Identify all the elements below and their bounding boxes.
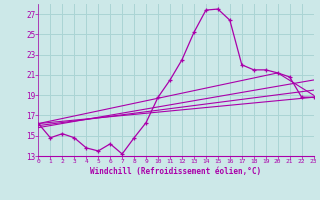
X-axis label: Windchill (Refroidissement éolien,°C): Windchill (Refroidissement éolien,°C)	[91, 167, 261, 176]
